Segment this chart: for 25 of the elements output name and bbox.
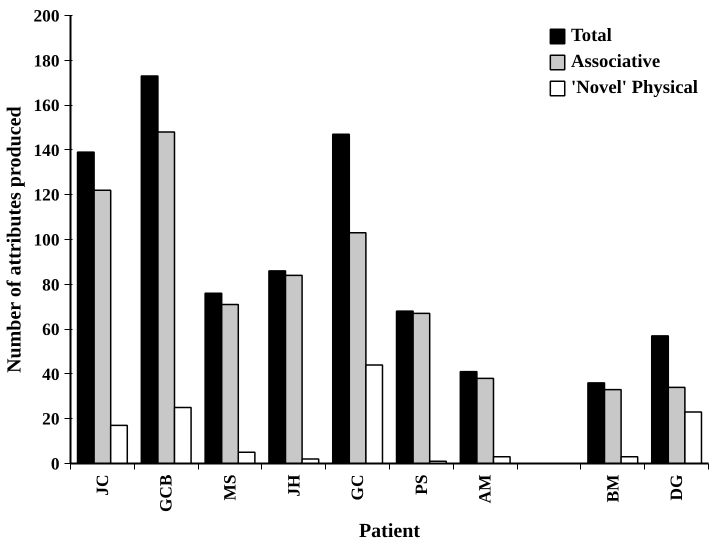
y-tick-label: 200 [34,6,60,26]
y-tick-label: 80 [42,275,60,294]
x-tick-label: GCB [156,474,176,512]
y-tick-label: 0 [50,454,60,474]
y-tick-label: 60 [42,320,60,340]
x-tick-label: JC [92,474,112,496]
x-tick-label: JH [284,474,304,497]
y-axis-title: Number of attributes produced [4,106,26,373]
legend-label: 'Novel' Physical [571,77,698,99]
y-tick-label: 140 [34,140,60,160]
x-tick-label: BM [603,474,622,502]
x-tick-label: DG [667,474,686,500]
legend-label: Total [571,25,612,47]
y-tick-label: 120 [34,186,60,205]
x-tick-label: AM [476,474,495,504]
y-tick-label: 40 [42,364,60,384]
x-axis-title: Patient [358,520,420,542]
y-tick-label: 180 [34,51,60,70]
x-tick-label: MS [220,474,240,500]
x-tick-label: PS [412,474,431,495]
x-tick-label: GC [348,474,368,500]
y-tick-label: 160 [34,96,60,116]
legend-label: Associative [571,51,660,73]
y-tick-label: 100 [34,230,60,250]
y-tick-label: 20 [42,410,60,429]
